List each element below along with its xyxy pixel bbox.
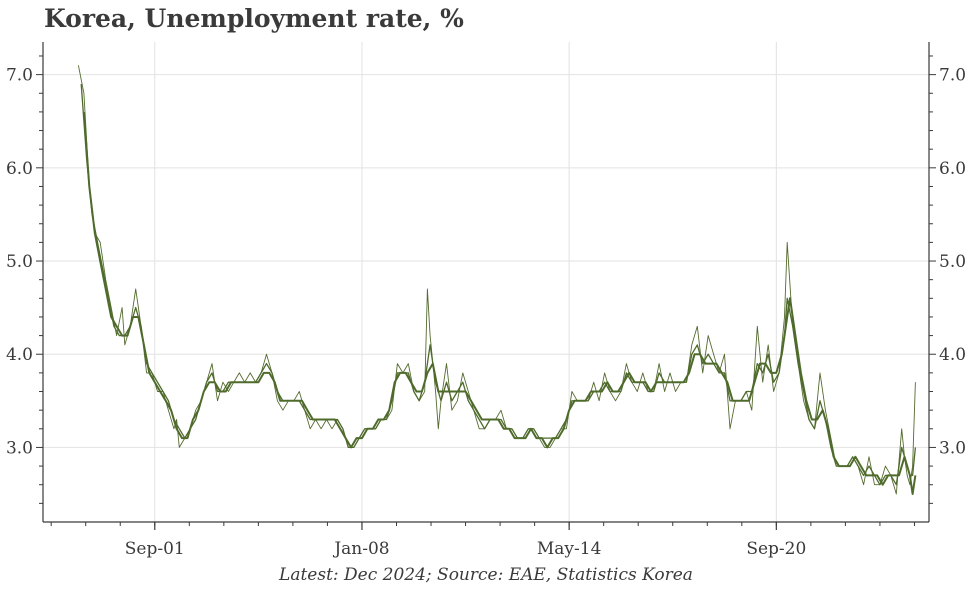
x-tick-label: Sep-20 [746, 539, 806, 559]
y-tick-label-left: 4.0 [6, 345, 33, 365]
x-tick-label: May-14 [537, 539, 602, 559]
series-line-3 [82, 111, 917, 495]
y-axis-left: 3.0 4.0 5.0 6.0 7.0 [6, 66, 33, 459]
y-tick-label-left: 5.0 [6, 252, 33, 272]
y-tick-label-right: 7.0 [939, 66, 966, 86]
y-tick-label-right: 3.0 [939, 438, 966, 458]
y-tick-label-left: 3.0 [6, 438, 33, 458]
series-line-1 [77, 65, 916, 495]
x-tick-label: Jan-08 [332, 539, 389, 559]
x-tick-label: Sep-01 [125, 539, 185, 559]
y-tick-label-left: 6.0 [6, 159, 33, 179]
axes [36, 42, 936, 530]
y-tick-label-right: 5.0 [939, 252, 966, 272]
y-tick-label-left: 7.0 [6, 66, 33, 86]
y-axis-right: 3.0 4.0 5.0 6.0 7.0 [939, 66, 966, 459]
source-note: Latest: Dec 2024; Source: EAE, Statistic… [279, 565, 693, 585]
grid [43, 42, 929, 522]
y-tick-label-right: 4.0 [939, 345, 966, 365]
series-lines [77, 65, 917, 495]
x-axis: Sep-01 Jan-08 May-14 Sep-20 [125, 539, 807, 559]
chart-title: Korea, Unemployment rate, % [44, 4, 464, 33]
y-tick-label-right: 6.0 [939, 159, 966, 179]
